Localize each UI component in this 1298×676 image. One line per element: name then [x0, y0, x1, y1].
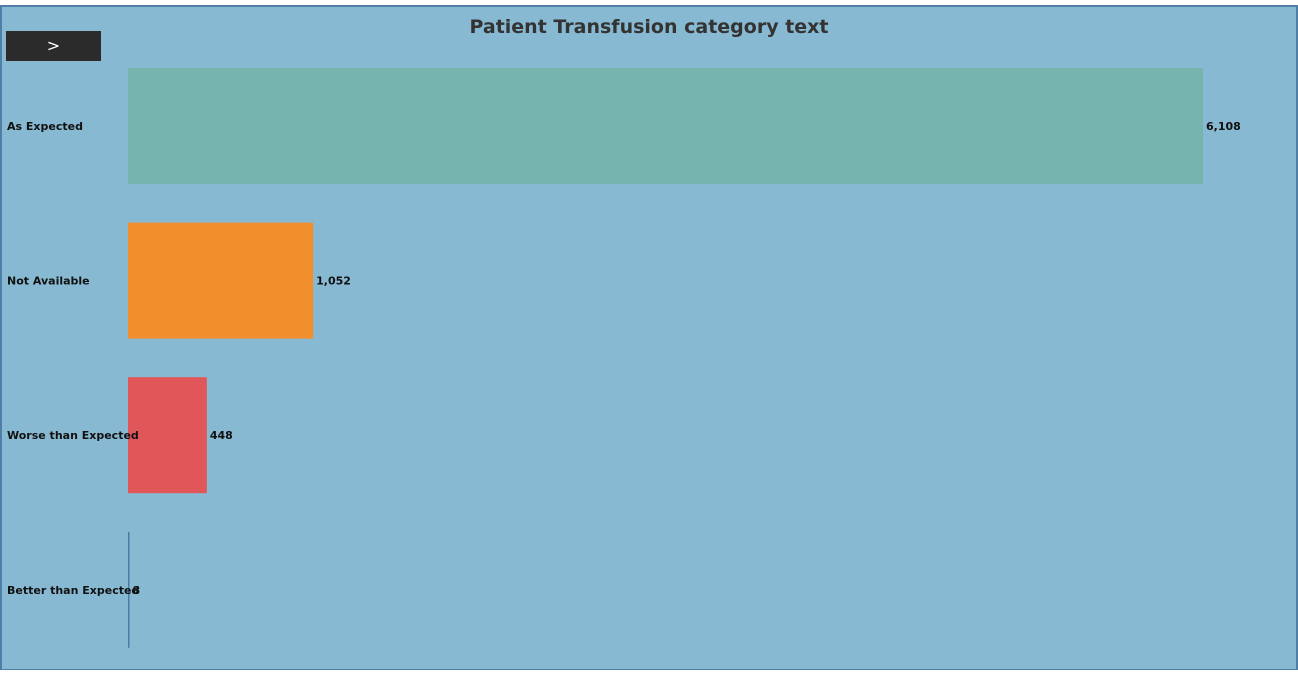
value-label: 1,052	[316, 275, 351, 288]
value-label: 448	[210, 429, 233, 442]
category-label: Not Available	[7, 275, 90, 288]
chevron-right-icon: >	[46, 36, 61, 55]
category-label: Worse than Expected	[7, 429, 139, 442]
bar-worse-than-expected[interactable]	[128, 377, 207, 494]
bar-not-available[interactable]	[128, 222, 314, 339]
top-whitespace	[0, 0, 1298, 5]
expand-button[interactable]: >	[6, 31, 101, 61]
category-label: Better than Expected	[7, 584, 139, 597]
bar-as-expected[interactable]	[128, 68, 1203, 184]
category-label: As Expected	[7, 120, 83, 133]
value-label: 6,108	[1206, 120, 1241, 133]
chart-title: Patient Transfusion category text	[469, 16, 829, 38]
value-label: 8	[133, 584, 141, 597]
bar-better-than-expected[interactable]	[128, 531, 130, 648]
bottom-whitespace	[0, 670, 1298, 676]
